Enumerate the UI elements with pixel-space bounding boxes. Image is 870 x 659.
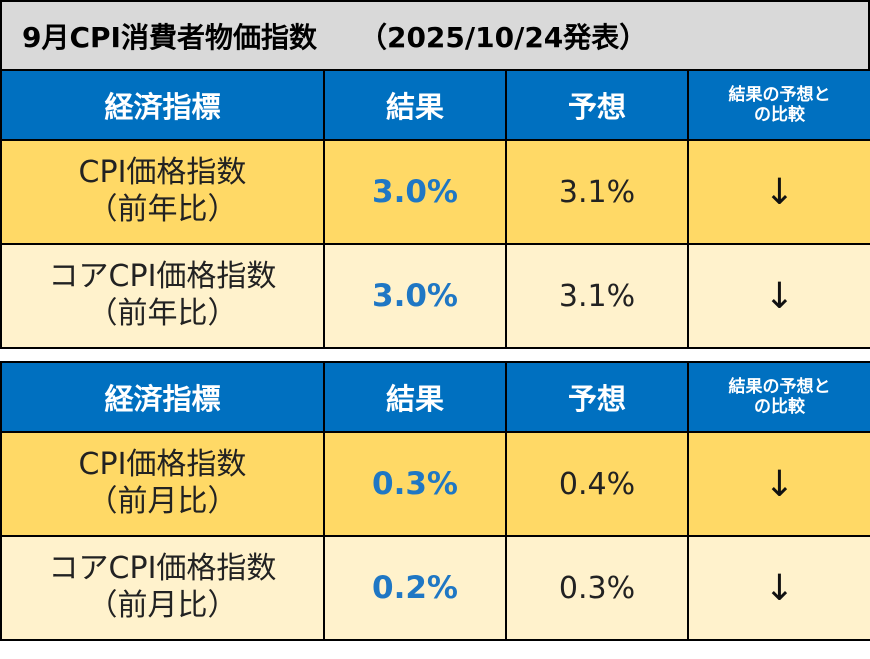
indicator-name: CPI価格指数 （前年比）	[0, 139, 325, 245]
table-row: CPI価格指数 （前年比） 3.0% 3.1% ↓	[0, 139, 870, 245]
down-arrow-icon: ↓	[687, 243, 870, 349]
forecast-value: 3.1%	[505, 243, 689, 349]
header-forecast: 予想	[505, 69, 689, 141]
header-comparison: 結果の予想と の比較	[687, 69, 870, 141]
down-arrow-icon: ↓	[687, 431, 870, 537]
indicator-name-line2: （前月比）	[87, 484, 238, 519]
indicator-name: コアCPI価格指数 （前月比）	[0, 535, 325, 641]
header-row: 経済指標 結果 予想 結果の予想と の比較	[0, 69, 870, 141]
header-comparison: 結果の予想と の比較	[687, 361, 870, 433]
header-comparison-line2: の比較	[754, 105, 805, 125]
indicator-name: コアCPI価格指数 （前年比）	[0, 243, 325, 349]
forecast-value: 0.4%	[505, 431, 689, 537]
indicator-name-line2: （前月比）	[87, 588, 238, 623]
indicator-name: CPI価格指数 （前月比）	[0, 431, 325, 537]
indicator-name-line1: コアCPI価格指数	[48, 551, 277, 587]
forecast-value: 0.3%	[505, 535, 689, 641]
result-value: 0.2%	[323, 535, 507, 641]
header-comparison-line1: 結果の予想と	[728, 84, 831, 105]
mom-table: 経済指標 結果 予想 結果の予想と の比較 CPI価格指数 （前月比） 0.3%…	[0, 361, 870, 641]
header-forecast: 予想	[505, 361, 689, 433]
forecast-value: 3.1%	[505, 139, 689, 245]
header-result: 結果	[323, 361, 507, 433]
header-indicator: 経済指標	[0, 69, 325, 141]
indicator-name-line1: CPI価格指数	[78, 155, 247, 191]
table-row: コアCPI価格指数 （前年比） 3.0% 3.1% ↓	[0, 243, 870, 349]
down-arrow-icon: ↓	[687, 535, 870, 641]
table-row: CPI価格指数 （前月比） 0.3% 0.4% ↓	[0, 431, 870, 537]
result-value: 3.0%	[323, 243, 507, 349]
indicator-name-line1: コアCPI価格指数	[48, 259, 277, 295]
indicator-name-line1: CPI価格指数	[78, 447, 247, 483]
result-value: 0.3%	[323, 431, 507, 537]
table-row: コアCPI価格指数 （前月比） 0.2% 0.3% ↓	[0, 535, 870, 641]
indicator-name-line2: （前年比）	[87, 192, 238, 227]
header-result: 結果	[323, 69, 507, 141]
yoy-table: 経済指標 結果 予想 結果の予想と の比較 CPI価格指数 （前年比） 3.0%…	[0, 69, 870, 349]
header-comparison-line1: 結果の予想と	[728, 376, 831, 397]
down-arrow-icon: ↓	[687, 139, 870, 245]
header-indicator: 経済指標	[0, 361, 325, 433]
result-value: 3.0%	[323, 139, 507, 245]
indicator-name-line2: （前年比）	[87, 296, 238, 331]
header-row: 経済指標 結果 予想 結果の予想と の比較	[0, 361, 870, 433]
title-bar: 9月CPI消費者物価指数 （2025/10/24発表）	[0, 0, 870, 71]
page-title: 9月CPI消費者物価指数 （2025/10/24発表）	[22, 20, 648, 54]
header-comparison-line2: の比較	[754, 397, 805, 417]
